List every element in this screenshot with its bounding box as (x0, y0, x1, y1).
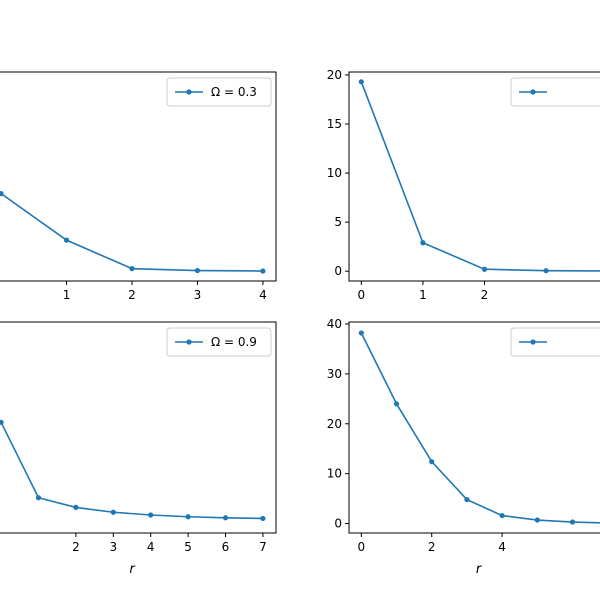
x-tick-label: 5 (184, 540, 192, 554)
y-tick-label: 30 (327, 367, 342, 381)
legend-marker (530, 339, 536, 345)
data-point (260, 515, 266, 522)
data-point (63, 237, 70, 243)
legend-marker (186, 89, 192, 95)
data-point (499, 512, 505, 519)
data-point (110, 509, 116, 515)
x-axis-label: r (129, 562, 136, 577)
y-tick-label: 5 (334, 215, 342, 229)
data-point (481, 266, 488, 272)
data-point (358, 79, 364, 85)
axes-frame (0, 321, 277, 534)
data-point (358, 330, 364, 336)
legend (510, 77, 600, 107)
data-point (0, 419, 4, 425)
legend-label: Ω = 0.9 (211, 335, 257, 349)
x-tick-label: 2 (481, 288, 489, 302)
data-point (464, 496, 470, 503)
panel-bottom-left: 2 3 4 5 6 7 r Ω = 0.9 (0, 321, 277, 577)
y-tick-label: 20 (327, 417, 342, 431)
data-point (35, 495, 42, 501)
x-tick-label: 1 (63, 288, 71, 302)
data-point (420, 240, 426, 246)
data-point (148, 512, 154, 518)
axes-frame (348, 321, 600, 534)
y-tick-label: 15 (327, 117, 342, 131)
series-line (360, 332, 600, 524)
data-point (429, 459, 435, 465)
y-tick-label: 10 (327, 166, 342, 180)
y-tick-label: 0 (334, 517, 342, 531)
legend-box (510, 77, 600, 107)
x-tick-label: 0 (357, 540, 365, 554)
x-axis-label: r (476, 562, 483, 577)
x-tick-label: 6 (222, 540, 230, 554)
data-point (73, 504, 79, 511)
x-tick-label: 4 (147, 540, 155, 554)
x-tick-label: 3 (109, 540, 117, 554)
y-tick-label: 40 (327, 317, 342, 331)
x-tick-label: 2 (72, 540, 80, 554)
y-tick-label: 10 (327, 467, 342, 481)
legend-box (510, 327, 600, 357)
legend: Ω = 0.3 (166, 77, 272, 107)
legend (510, 327, 600, 357)
x-tick-label: 0 (357, 288, 365, 302)
data-point (194, 267, 201, 274)
data-point (260, 268, 266, 274)
legend-label: Ω = 0.3 (211, 85, 257, 99)
data-point (569, 519, 576, 525)
series-line (0, 421, 263, 520)
legend-marker (186, 339, 192, 345)
legend-marker (530, 89, 536, 95)
data-point (185, 514, 191, 520)
data-point (0, 191, 4, 197)
data-point (543, 268, 549, 274)
data-point (393, 401, 400, 407)
x-tick-label: 3 (194, 288, 202, 302)
y-tick-label: 20 (327, 68, 342, 82)
data-point (222, 515, 229, 521)
x-tick-label: 2 (128, 288, 136, 302)
data-point (129, 266, 135, 272)
data-point (534, 517, 540, 523)
x-tick-label: 4 (498, 540, 506, 554)
legend-box (166, 77, 272, 107)
y-tick-label: 0 (334, 264, 342, 278)
panel-top-left: 1 2 3 4 Ω = 0.3 (0, 71, 277, 302)
legend: Ω = 0.9 (166, 327, 272, 357)
x-tick-label: 7 (259, 540, 267, 554)
x-tick-label: 2 (428, 540, 436, 554)
legend-box (166, 327, 272, 357)
x-tick-label: 1 (419, 288, 427, 302)
x-tick-label: 4 (259, 288, 267, 302)
